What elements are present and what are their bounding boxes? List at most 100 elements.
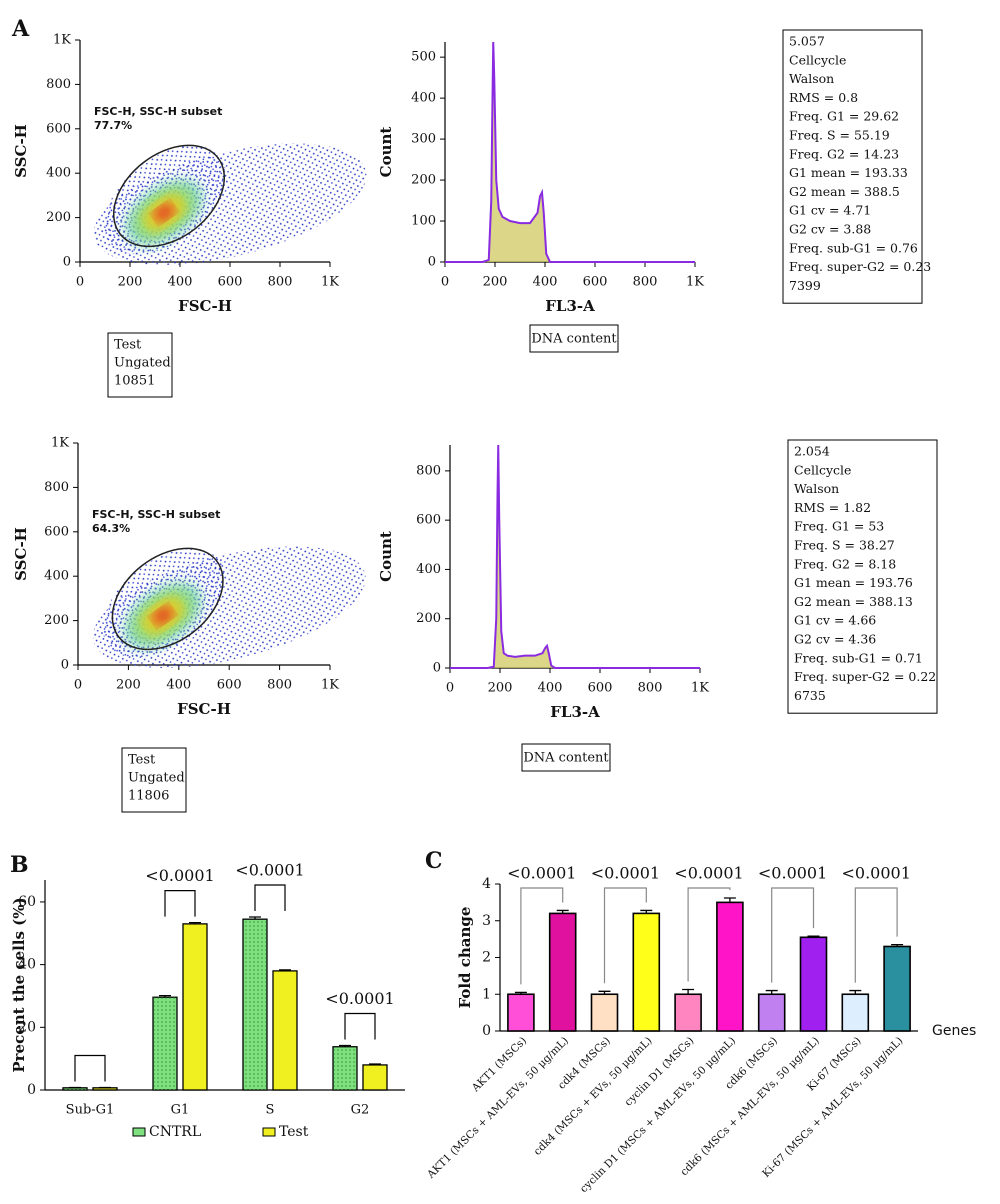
bar [590, 993, 619, 1032]
y-tick-label: 600 [46, 121, 71, 136]
bar [507, 993, 535, 1032]
error-bar [339, 1044, 351, 1047]
y-tick-label: 0 [61, 658, 69, 673]
box-line: Test [114, 338, 142, 353]
y-tick-label: 60 [18, 894, 36, 910]
y-axis-label: SSC-H [12, 527, 30, 581]
x-axis-label: FSC-H [178, 297, 232, 315]
x-tick-label: 400 [538, 681, 563, 696]
box-line: Cellcycle [789, 52, 846, 67]
box-line: G1 cv = 4.71 [789, 203, 871, 218]
histogram-line [445, 41, 695, 263]
bar [548, 912, 577, 1032]
gate-label: FSC-H, SSC-H subset [92, 508, 220, 521]
x-tick-label: 800 [268, 275, 293, 290]
x-tick-label: 600 [588, 681, 613, 696]
significance-label: <0.0001 [674, 864, 743, 883]
y-tick-label: 400 [416, 562, 441, 577]
box-line: 5.057 [789, 34, 825, 49]
y-tick-label: 600 [44, 524, 69, 539]
x-tick-label: 0 [74, 678, 82, 693]
x-axis-label: FL3-A [545, 297, 595, 315]
x-tick-label: 400 [533, 275, 558, 290]
x-tick-label: 1K [686, 275, 704, 290]
significance-bracket [687, 887, 731, 982]
y-tick-label: 300 [411, 132, 436, 147]
x-tick-label: 1K [691, 681, 709, 696]
x-tick-label: 600 [583, 275, 608, 290]
y-tick-label: 500 [411, 50, 436, 65]
x-tick-label: G2 [351, 1103, 370, 1118]
y-tick-label: 3 [482, 913, 491, 929]
caption: DNA content [531, 332, 617, 347]
legend-swatch [262, 1127, 276, 1137]
error-bar [640, 909, 653, 914]
box-line: RMS = 0.8 [789, 90, 858, 105]
bar [182, 923, 208, 1091]
box-line: Freq. G2 = 8.18 [794, 556, 896, 571]
box-line: Freq. G1 = 53 [794, 519, 884, 534]
y-tick-label: 1K [51, 436, 69, 451]
cloud-core [154, 204, 175, 222]
x-tick-label: 800 [633, 275, 658, 290]
y-tick-label: 100 [411, 214, 436, 229]
box-line: Freq. super-G2 = 0.22 [794, 669, 936, 684]
x-axis-label: Genes [932, 1023, 976, 1039]
cloud [92, 546, 366, 669]
y-axis-label: Fold change [456, 907, 474, 1009]
y-tick-label: 800 [46, 77, 71, 92]
legend-swatch [132, 1127, 146, 1137]
y-tick-label: 2 [482, 950, 491, 966]
error-bar [807, 935, 820, 938]
x-tick-label: 800 [267, 678, 292, 693]
box-line: Ungated [114, 356, 171, 371]
x-tick-label: 1K [321, 275, 339, 290]
box-line: G1 mean = 193.33 [789, 165, 908, 180]
x-tick-label: 200 [488, 681, 513, 696]
gate-label: FSC-H, SSC-H subset [94, 105, 222, 118]
panel-label: A [11, 16, 30, 42]
error-bar [514, 991, 527, 995]
box-line: Walson [789, 71, 834, 86]
y-tick-label: 800 [44, 480, 69, 495]
caption: DNA content [523, 751, 609, 766]
histogram-line [450, 444, 700, 669]
y-axis-label: Count [377, 531, 395, 582]
x-tick-label: 600 [217, 678, 242, 693]
box-line: Ungated [128, 771, 185, 786]
error-bar [249, 916, 261, 920]
y-tick-label: 20 [18, 1019, 36, 1035]
y-tick-label: 800 [416, 463, 441, 478]
x-tick-label: 400 [166, 678, 191, 693]
bar [841, 993, 870, 1032]
box-line: G2 cv = 4.36 [794, 632, 876, 647]
caption-box [521, 743, 611, 772]
significance-label: <0.0001 [235, 860, 304, 879]
box-line: G2 mean = 388.5 [789, 184, 900, 199]
error-bar [891, 943, 904, 947]
box-line: G2 mean = 388.13 [794, 594, 913, 609]
significance-label: <0.0001 [325, 989, 394, 1008]
error-bar [682, 988, 695, 995]
legend-label: Test [279, 1124, 309, 1140]
significance-bracket [344, 1012, 376, 1040]
y-tick-label: 0 [482, 1023, 491, 1039]
bar-texture [243, 919, 267, 1090]
box-line: Freq. S = 38.27 [794, 538, 895, 553]
x-tick-label: cyclin D1 (MSCs + AML-EVs, 50 μg/mL) [578, 1035, 738, 1195]
x-tick-label: 1K [321, 678, 339, 693]
x-tick-label: Sub-G1 [66, 1103, 115, 1118]
error-bar [765, 989, 778, 995]
y-tick-label: 0 [63, 255, 71, 270]
x-tick-label: G1 [171, 1103, 190, 1118]
significance-bracket [74, 1054, 106, 1082]
panel-label: C [425, 848, 443, 874]
y-tick-label: 600 [416, 513, 441, 528]
error-bar [556, 909, 569, 914]
box-line: Freq. G2 = 14.23 [789, 146, 899, 161]
box-line: Freq. S = 55.19 [789, 128, 890, 143]
x-tick-label: 800 [638, 681, 663, 696]
significance-label: <0.0001 [758, 864, 827, 883]
gate [111, 547, 224, 651]
